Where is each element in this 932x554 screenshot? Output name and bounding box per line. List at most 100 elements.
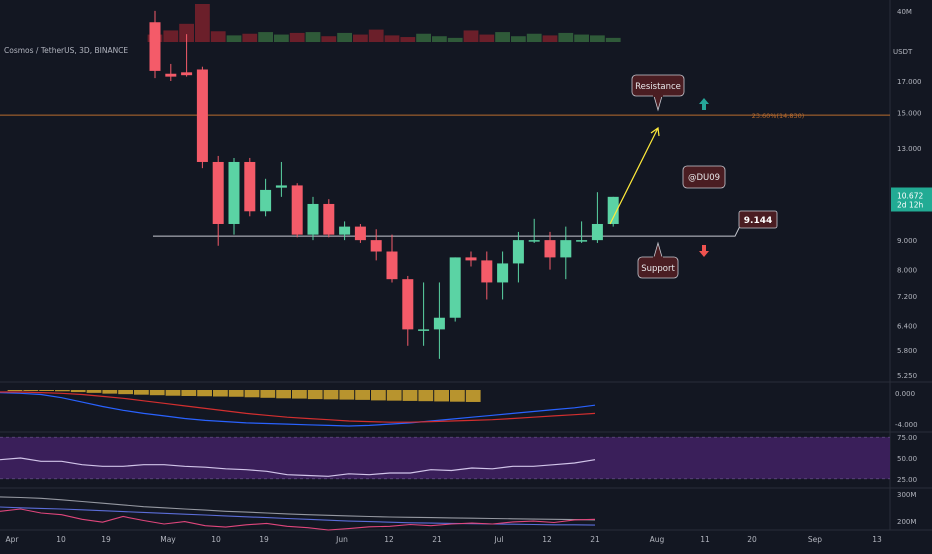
time-tick: 21: [432, 535, 442, 544]
macd-histogram-bar: [181, 390, 197, 396]
author-tag-box: [682, 165, 726, 189]
grid-lines: [0, 0, 932, 531]
volume-bar: [558, 32, 574, 42]
price-tick: 6.400: [897, 322, 917, 330]
candle-body: [260, 189, 272, 212]
up-arrow-icon: [699, 98, 709, 110]
resistance-callout-tail-mask: [653, 94, 663, 97]
candle-body: [560, 240, 572, 258]
macd-histogram-bar: [134, 390, 149, 395]
vtrend-line-pink: [0, 508, 596, 531]
macd-histogram-bar: [465, 390, 481, 402]
candle-body: [607, 196, 619, 224]
volume-bar: [605, 37, 621, 42]
macd-tick: -4.000: [895, 421, 918, 429]
price-tick: 5.250: [897, 372, 917, 380]
volume-bar: [179, 23, 194, 42]
time-tick: 19: [101, 535, 111, 544]
resistance-callout-label: Resistance: [635, 82, 681, 92]
resistance-callout-tail: [653, 95, 663, 112]
support-price-label: 9.144: [744, 216, 772, 226]
candle-body: [386, 251, 398, 280]
support-line: [153, 221, 743, 237]
symbol-title: Cosmos / TetherUS, 3D, BINANCE: [4, 46, 129, 55]
candle-body: [497, 263, 509, 283]
macd-histogram-bar: [86, 390, 102, 393]
volume-bar: [574, 34, 589, 42]
candle-body: [433, 317, 445, 330]
macd-histogram-bar: [197, 390, 212, 397]
volume-bar: [526, 33, 542, 42]
volume-bar: [210, 31, 226, 42]
candle-body: [465, 257, 477, 261]
macd-histogram-bar: [55, 390, 70, 392]
price-tick: 7.200: [897, 293, 917, 301]
price-tick: 17.000: [897, 78, 922, 86]
time-tick: 20: [747, 535, 757, 544]
time-tick: May: [160, 535, 176, 544]
macd-histogram-bar: [165, 390, 181, 396]
candle-body: [244, 161, 256, 212]
rsi-line: [0, 457, 596, 477]
projection-arrow-line: [609, 127, 659, 225]
time-tick: Jun: [335, 535, 348, 544]
volume-trend-pane: [0, 496, 596, 531]
rsi-tick: 25.00: [897, 476, 917, 484]
time-tick: 10: [56, 535, 66, 544]
current-price-badge: [891, 187, 932, 212]
candle-body: [196, 69, 208, 162]
volume-bars: [147, 4, 621, 42]
support-callout-label: Support: [641, 264, 675, 274]
volume-bar: [384, 35, 400, 42]
volume-bar: [274, 34, 289, 42]
volume-bar: [163, 30, 179, 42]
macd-histogram-bar: [450, 390, 465, 402]
vtrend-tick: 300M: [897, 491, 916, 499]
vtrend-tick: 200M: [897, 518, 916, 526]
annotations: Resistance Support @DU09 9.144: [609, 74, 778, 279]
projection-arrow-head: [650, 126, 660, 137]
macd-histogram-bar: [434, 390, 449, 402]
macd-histogram-bar: [418, 390, 434, 402]
time-tick: 12: [542, 535, 552, 544]
volume-bar: [447, 37, 463, 42]
candle-body: [228, 161, 240, 224]
macd-histogram-bar: [39, 390, 54, 391]
rsi-tick: 75.00: [897, 434, 917, 442]
volume-bar: [400, 37, 416, 42]
volume-bar: [321, 36, 337, 42]
macd-histogram-bar: [7, 390, 23, 391]
candle-body: [402, 279, 414, 330]
volume-bar: [289, 32, 305, 42]
candle-body: [591, 223, 603, 241]
currency-label: USDT: [893, 48, 913, 56]
candle-body: [528, 240, 540, 242]
fib-level-label: 23.60%(14.830): [752, 112, 805, 120]
price-axis: 40MUSDT17.00015.00013.00011.0009.0008.00…: [891, 8, 932, 526]
candle-body: [418, 329, 430, 331]
macd-histogram-bar: [70, 390, 86, 393]
volume-bar: [242, 33, 258, 42]
rsi-tick: 50.00: [897, 455, 917, 463]
support-price-badge: [738, 210, 778, 229]
macd-histogram-bar: [355, 390, 370, 400]
candle-body: [291, 185, 303, 235]
volume-bar: [479, 34, 495, 42]
volume-bar: [258, 32, 273, 42]
time-tick: Aug: [650, 535, 665, 544]
candle-body: [307, 203, 319, 235]
time-tick: 12: [384, 535, 394, 544]
time-tick: 19: [259, 535, 269, 544]
volume-bar: [195, 4, 210, 42]
macd-histogram-bar: [244, 390, 260, 398]
candle-body: [576, 240, 588, 242]
volume-axis-label: 40M: [897, 8, 912, 16]
macd-histogram-bar: [228, 390, 244, 397]
candle-body: [181, 72, 193, 76]
candle-body: [370, 240, 382, 252]
time-tick: 10: [211, 535, 221, 544]
price-tick: 9.000: [897, 237, 917, 245]
time-tick: 21: [590, 535, 600, 544]
